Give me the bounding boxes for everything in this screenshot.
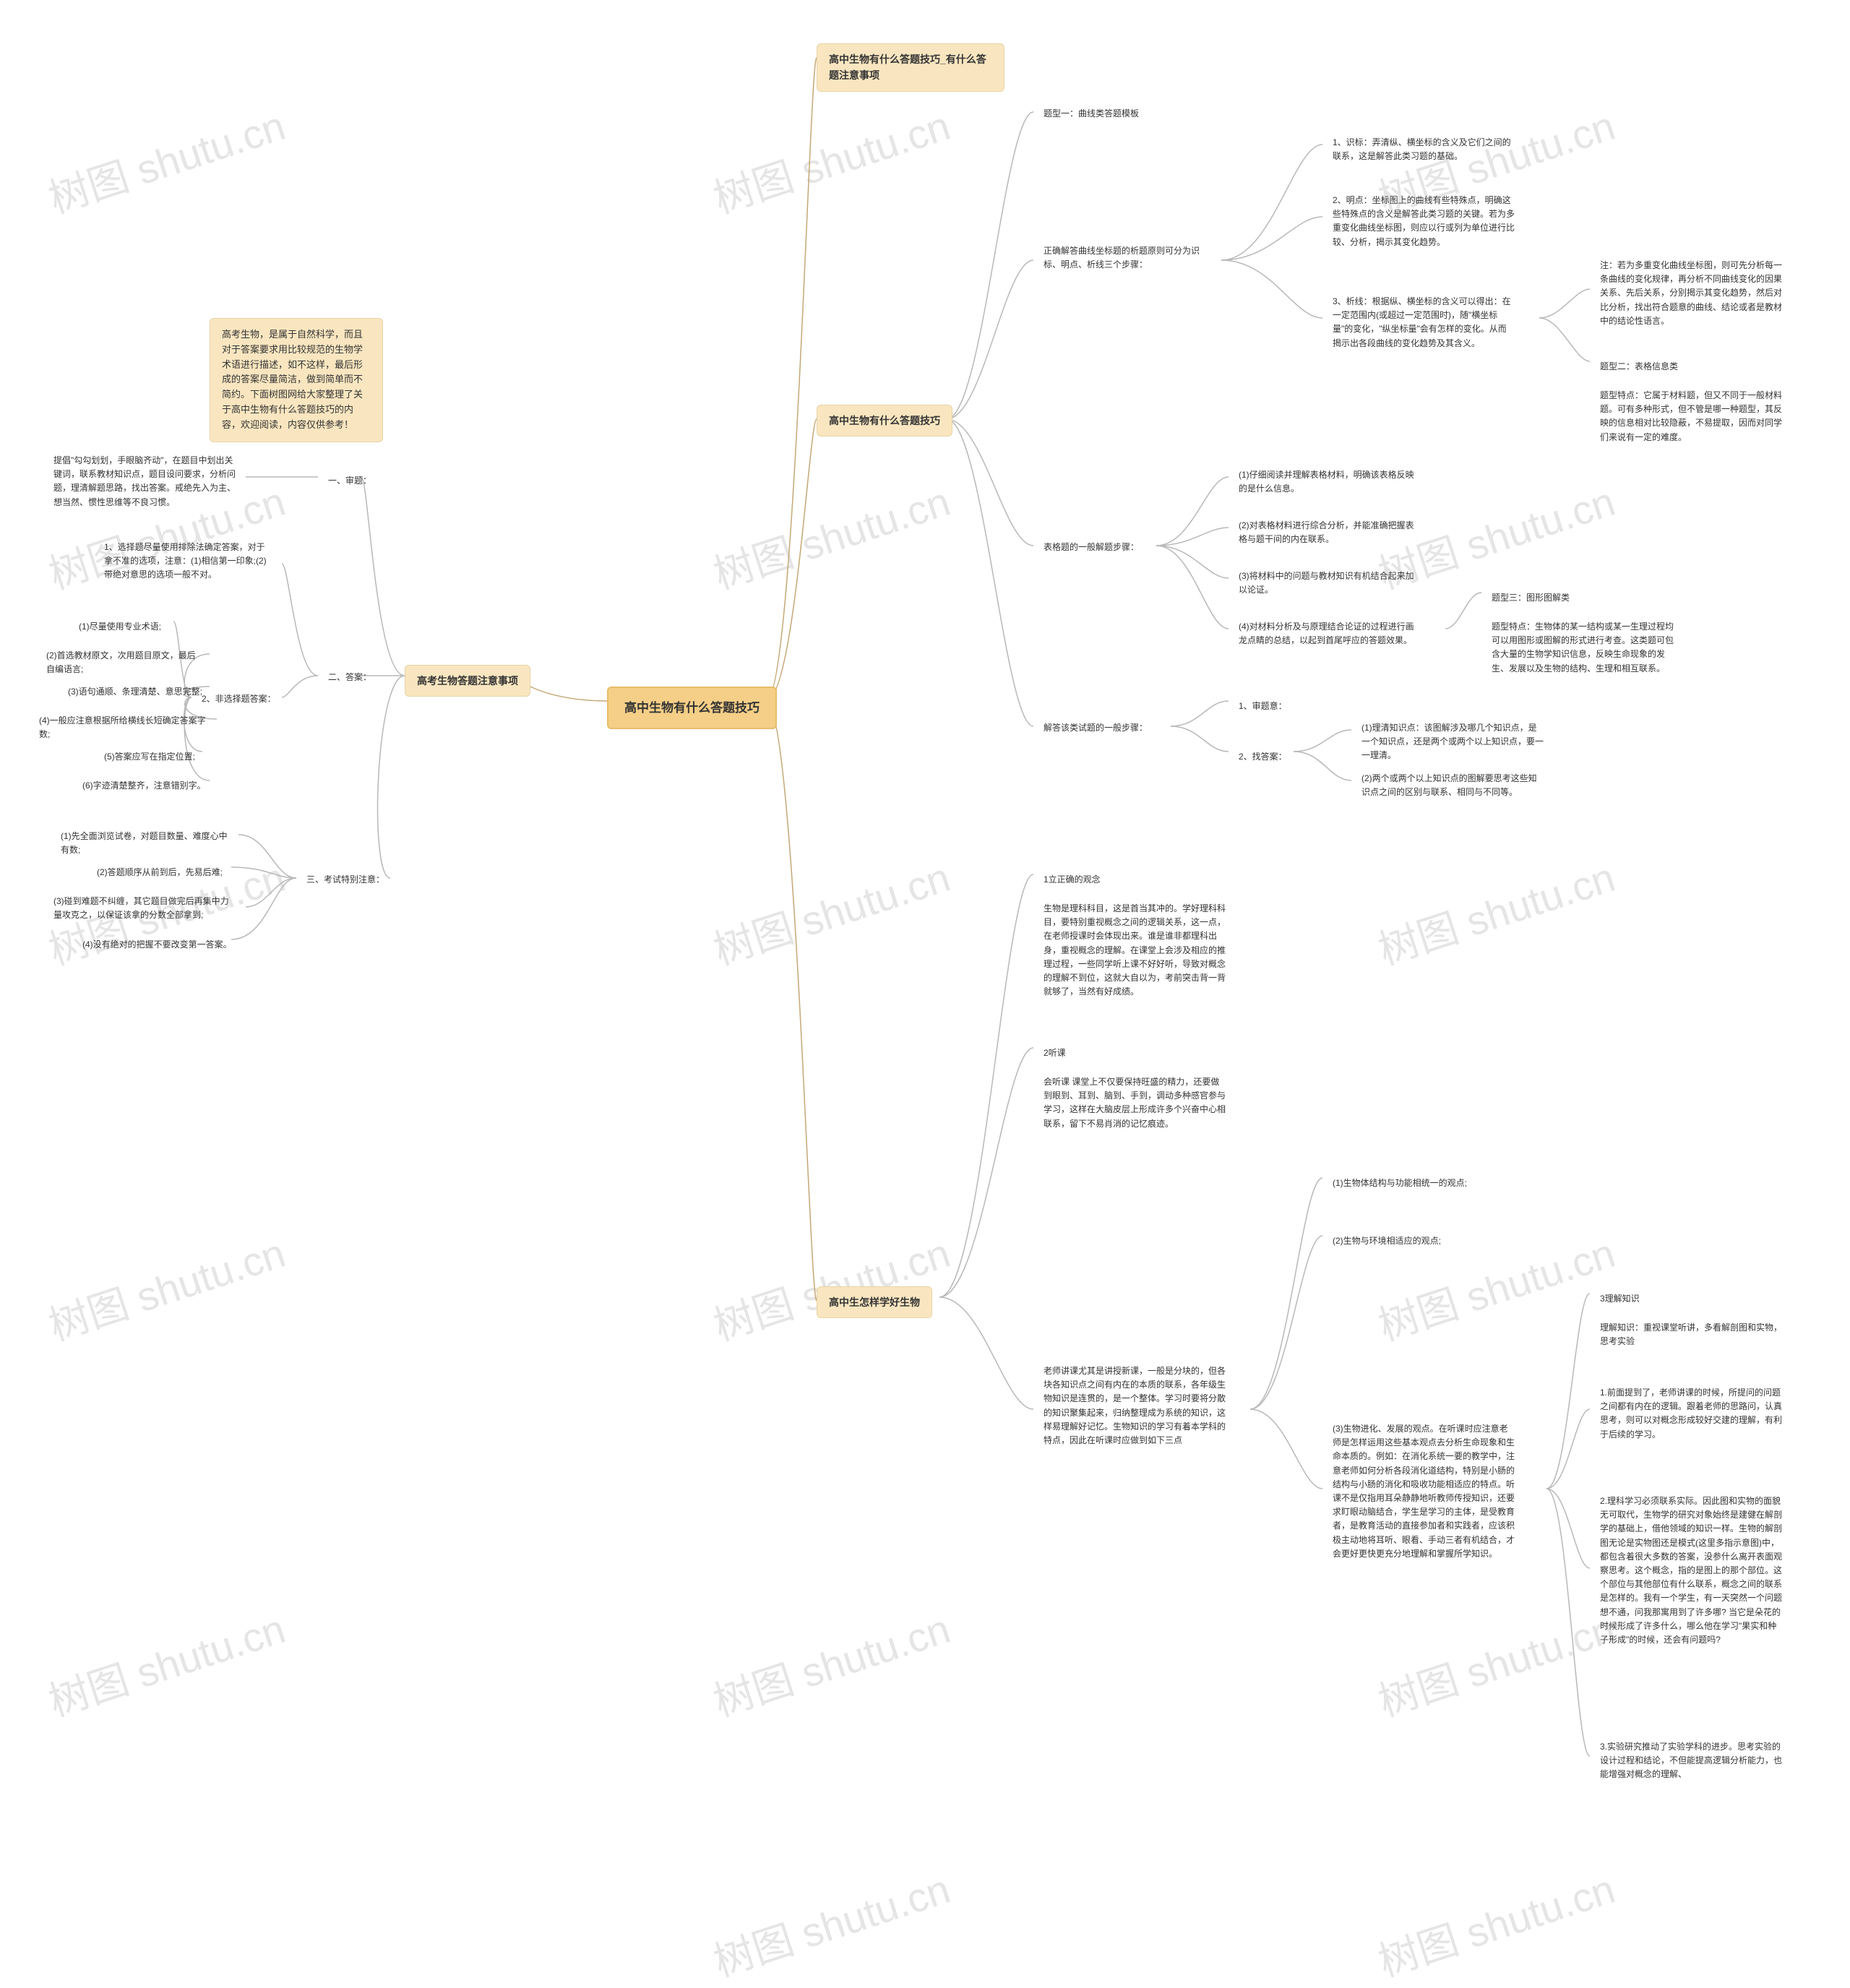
watermark: 树图 shutu.cn — [40, 94, 292, 225]
stem-1-note: 提倡"勾勾划划，手眼脑齐动"，在题目中划出关键词，联系教材知识点，题目设问要求，… — [43, 448, 246, 515]
r3-b4-s2-e0: 3理解知识 — [1590, 1286, 1650, 1312]
s3-sub-0: (1)先全面浏览试卷，对题目数量、难度心中有数; — [51, 824, 238, 863]
r3-b0: 1立正确的观念 — [1033, 867, 1111, 892]
r2-c7-s0: 1、审题意： — [1229, 694, 1297, 719]
r2-c6: 题型特点：生物体的某一结构或某一生理过程均可以用图形或图解的形式进行考查。这类题… — [1481, 614, 1684, 681]
r2-c3: 题型特点：它属于材料题，但又不同于一般材料题。可有多种形式，但不管是哪一种题型，… — [1590, 383, 1792, 450]
r2-c1-s2: 3、析线：根据纵、横坐标的含义可以得出：在一定范围内(或超过一定范围时)，随"横… — [1322, 289, 1525, 356]
r2-c7: 解答该类试题的一般步骤： — [1033, 715, 1158, 741]
r3-b4-s2-e1: 理解知识：重视课堂听讲，多看解剖图和实物，思考实验 — [1590, 1315, 1792, 1354]
r3-b4-s2: (3)生物进化、发展的观点。在听课时应注意老师是怎样运用这些基本观点去分析生命现… — [1322, 1416, 1525, 1567]
stem-1[interactable]: 一、审题： — [318, 468, 382, 494]
r2-c1-s0: 1、识标：弄清纵、横坐标的含义及它们之间的联系，这是解答此类习题的基础。 — [1322, 130, 1525, 169]
r3-b3: 会听课 课堂上不仅要保持旺盛的精力，还要做到眼到、耳到、脑到、手到，调动多种感官… — [1033, 1070, 1236, 1137]
r2-c7-s1: 2、找答案： — [1229, 744, 1297, 770]
s2-sub-1: (2)首选教材原文，次用题目原文，最后自编语言; — [36, 643, 210, 682]
watermark: 树图 shutu.cn — [705, 470, 957, 601]
r2-c7-s1-s0: (1)理清知识点：该图解涉及哪几个知识点，是一个知识点，还是两个或两个以上知识点… — [1351, 715, 1554, 769]
r3-b4-s2-e2: 1.前面提到了，老师讲课的时候，所提问的问题之间都有内在的逻辑。跟着老师的思路问… — [1590, 1380, 1792, 1447]
connector-lines — [0, 0, 1850, 1984]
r3-b4-s2-e4: 3.实验研究推动了实验学科的进步。思考实验的设计过程和结论，不但能提高逻辑分析能… — [1590, 1734, 1792, 1788]
r2-c4-s3: (4)对材料分析及与原理结合论证的过程进行画龙点睛的总结，以起到首尾呼应的答题效… — [1229, 614, 1431, 653]
watermark: 树图 shutu.cn — [1370, 1857, 1622, 1988]
r2-c4-s1: (2)对表格材料进行综合分析，并能准确把握表格与题干间的内在联系。 — [1229, 513, 1431, 552]
r3-b2: 2听课 — [1033, 1041, 1076, 1066]
stem-2[interactable]: 二、答案： — [318, 665, 382, 690]
left-branch-title[interactable]: 高考生物答题注意事项 — [405, 665, 530, 697]
s2-sub-2: (3)语句通顺、条理清楚、意思完整; — [58, 679, 212, 705]
watermark: 树图 shutu.cn — [705, 94, 957, 225]
watermark: 树图 shutu.cn — [705, 1597, 957, 1729]
r3-b4-s2-e3: 2.理科学习必须联系实际。因此图和实物的面貌无可取代，生物学的研究对象始终是建健… — [1590, 1489, 1792, 1653]
r3-b4-s0: (1)生物体结构与功能相统一的观点; — [1322, 1171, 1477, 1196]
r3-b4-s1: (2)生物与环境相适应的观点; — [1322, 1228, 1451, 1254]
stem-2-c0: 1、选择题尽量使用排除法确定答案，对于拿不准的选项，注意：(1)相信第一印象;(… — [94, 535, 282, 588]
watermark: 树图 shutu.cn — [705, 1857, 957, 1988]
watermark: 树图 shutu.cn — [1370, 845, 1622, 977]
r3-b4: 老师讲课尤其是讲授新课，一般是分块的，但各块各知识点之间有内在的本质的联系，各年… — [1033, 1359, 1236, 1453]
s2-sub-3: (4)一般应注意根据所给横线长短确定答案字数; — [29, 708, 217, 747]
r2-c2: 题型二：表格信息类 — [1590, 354, 1688, 379]
watermark: 树图 shutu.cn — [1370, 1597, 1622, 1729]
s3-sub-1: (2)答题顺序从前到后，先易后难; — [87, 860, 233, 885]
r2-c5: 题型三：图形图解类 — [1481, 585, 1580, 611]
watermark: 树图 shutu.cn — [705, 845, 957, 977]
watermark: 树图 shutu.cn — [40, 1597, 292, 1729]
r2-c1-s1: 2、明点：坐标图上的曲线有些特殊点，明确这些特殊点的含义是解答此类习题的关键。若… — [1322, 188, 1525, 255]
r1-title[interactable]: 高中生物有什么答题技巧_有什么答题注意事项 — [817, 43, 1004, 92]
r2-title[interactable]: 高中生物有什么答题技巧 — [817, 405, 952, 436]
r2-c4: 表格题的一般解题步骤： — [1033, 535, 1149, 560]
s2-sub-5: (6)字迹清楚整齐，注意错别字。 — [72, 773, 216, 799]
watermark: 树图 shutu.cn — [40, 1221, 292, 1353]
r2-c4-s2: (3)将材料中的问题与教材知识有机结合起来加以论证。 — [1229, 564, 1431, 603]
s3-sub-3: (4)没有绝对的把握不要改变第一答案。 — [72, 932, 242, 958]
stem-3[interactable]: 三、考试特别注意： — [296, 867, 395, 892]
s2-sub-0: (1)尽量使用专业术语; — [69, 614, 171, 640]
r2-c4-s0: (1)仔细阅读并理解表格材料，明确该表格反映的是什么信息。 — [1229, 462, 1431, 502]
root-node[interactable]: 高中生物有什么答题技巧 — [607, 687, 777, 729]
r3-title[interactable]: 高中生怎样学好生物 — [817, 1286, 932, 1318]
r2-c0: 题型一：曲线类答题模板 — [1033, 101, 1149, 126]
r2-c1: 正确解答曲线坐标题的析题原则可分为识标、明点、析线三个步骤： — [1033, 238, 1221, 277]
s2-sub-4: (5)答案应写在指定位置; — [94, 744, 205, 770]
r2-c1-s2-e0: 注：若为多重变化曲线坐标图，则可先分析每一条曲线的变化规律，再分析不同曲线变化的… — [1590, 253, 1792, 334]
s3-sub-2: (3)碰到难题不纠缠，其它题目做完后再集中力量攻克之，以保证该拿的分数全部拿到; — [43, 889, 246, 928]
intro-box: 高考生物，是属于自然科学，而且对于答案要求用比较规范的生物学术语进行描述，如不这… — [210, 318, 383, 442]
r3-b1: 生物是理科科目，这是首当其冲的。学好理科科目，要特别重视概念之间的逻辑关系，这一… — [1033, 896, 1236, 1004]
r2-c7-s1-s1: (2)两个或两个以上知识点的图解要思考这些知识点之间的区别与联系、相同与不同等。 — [1351, 766, 1554, 805]
